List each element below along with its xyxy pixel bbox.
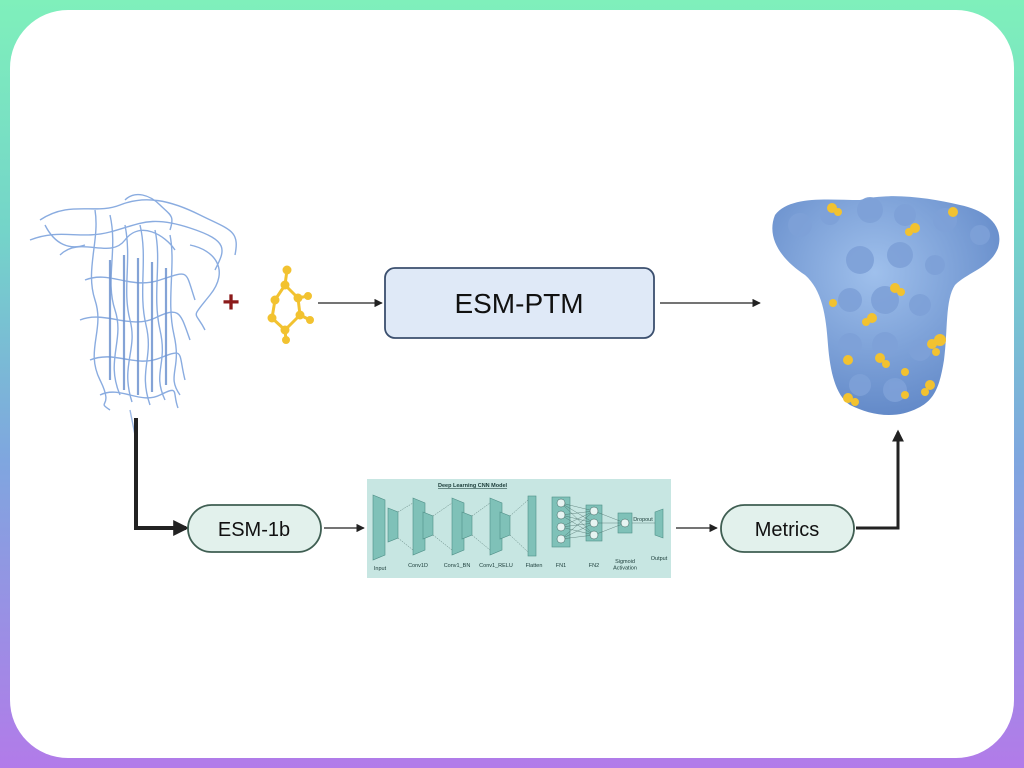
cnn-layer-conv1d: Conv1D <box>408 563 428 569</box>
cnn-layer-output: Output <box>651 556 668 562</box>
cnn-model-panel: Deep Learning CNN Model <box>367 479 671 578</box>
molecule-icon <box>267 265 314 344</box>
esm-ptm-box: ESM-PTM <box>384 267 655 339</box>
cnn-layer-fn1: FN1 <box>556 563 566 569</box>
metrics-box: Metrics <box>720 504 855 553</box>
protein-surface-icon <box>772 196 1000 416</box>
cnn-layer-conv1-bn: Conv1_BN <box>444 563 471 569</box>
cnn-layer-flatten: Flatten <box>526 563 543 569</box>
pipeline-diagram: + ESM-PTM <box>29 193 1000 578</box>
cnn-layer-fn2: FN2 <box>589 563 599 569</box>
cnn-layer-conv1-relu: Conv1_RELU <box>479 563 513 569</box>
cnn-layer-dropout: Dropout <box>633 517 653 523</box>
arrow-to-output-protein <box>856 429 904 530</box>
diagram-frame: + ESM-PTM <box>10 10 1014 758</box>
cnn-layer-sigmoid-activation: Sigmoid Activation <box>613 559 637 572</box>
plus-sign: + <box>222 286 240 319</box>
esm-1b-label: ESM-1b <box>218 519 290 541</box>
esm-1b-box: ESM-1b <box>187 504 322 553</box>
cnn-layer-input: Input <box>374 566 387 572</box>
metrics-label: Metrics <box>755 519 819 541</box>
esm-ptm-label: ESM-PTM <box>454 288 583 319</box>
cnn-title: Deep Learning CNN Model <box>438 483 508 489</box>
arrow-to-esm-1b <box>134 418 190 536</box>
protein-ribbon-icon <box>29 193 237 411</box>
